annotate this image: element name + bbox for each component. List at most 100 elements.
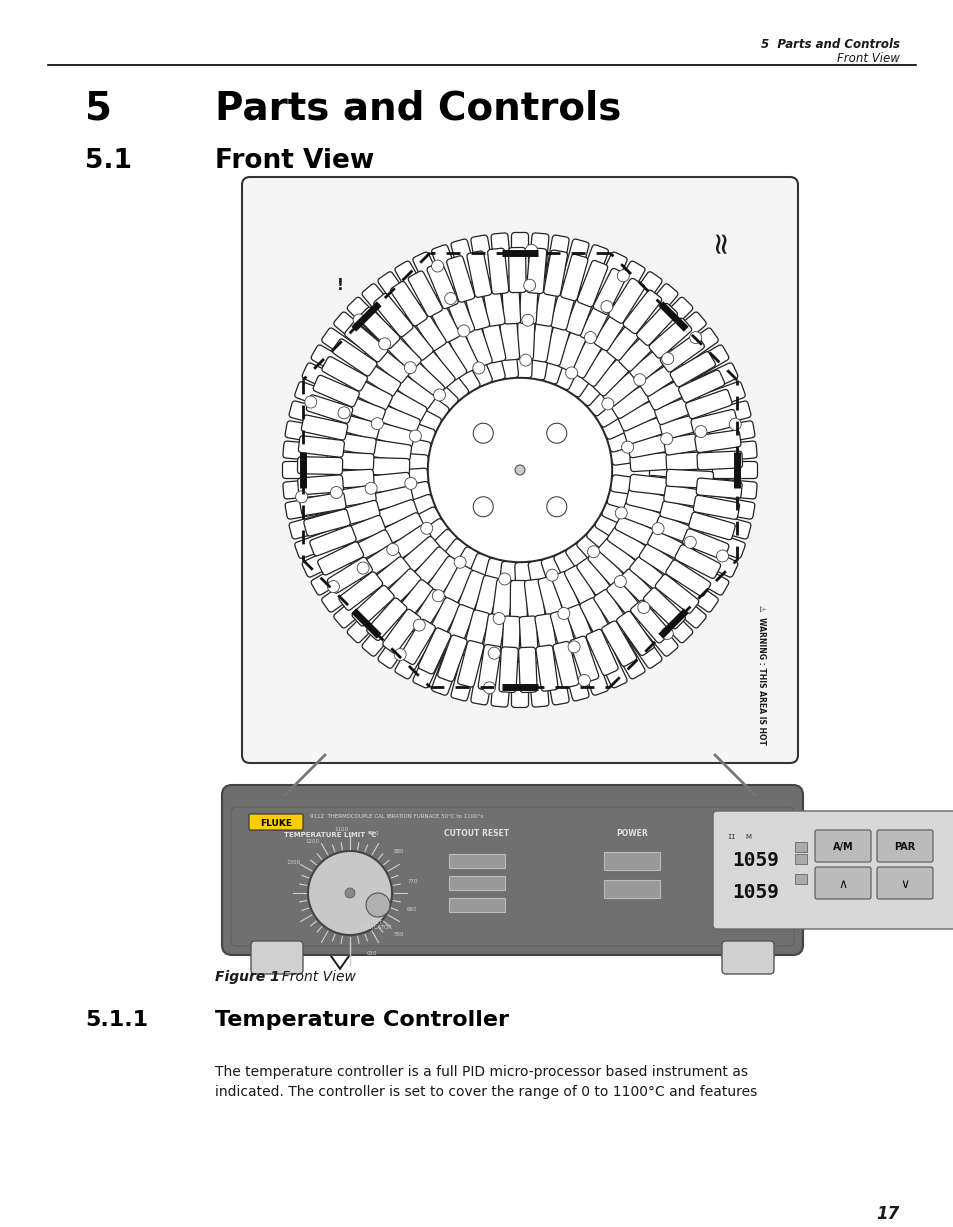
Text: ∨: ∨ (900, 877, 908, 891)
Text: ⚠  WARNING : THIS AREA IS HOT: ⚠ WARNING : THIS AREA IS HOT (757, 605, 765, 745)
Text: SET
INDICATOR: SET INDICATOR (363, 919, 393, 930)
FancyBboxPatch shape (628, 375, 676, 411)
FancyBboxPatch shape (814, 829, 870, 863)
FancyBboxPatch shape (473, 575, 499, 622)
FancyBboxPatch shape (282, 461, 327, 479)
FancyBboxPatch shape (459, 266, 487, 315)
FancyBboxPatch shape (683, 345, 728, 380)
FancyBboxPatch shape (663, 530, 712, 563)
FancyBboxPatch shape (540, 556, 569, 602)
Bar (603, 852, 659, 870)
FancyBboxPatch shape (350, 409, 398, 437)
FancyBboxPatch shape (609, 633, 644, 679)
FancyBboxPatch shape (667, 385, 715, 416)
FancyBboxPatch shape (639, 358, 685, 396)
FancyBboxPatch shape (328, 432, 375, 455)
FancyBboxPatch shape (375, 310, 416, 355)
FancyBboxPatch shape (629, 557, 674, 598)
Text: !: ! (336, 277, 343, 292)
FancyBboxPatch shape (530, 315, 553, 362)
FancyBboxPatch shape (333, 339, 376, 375)
FancyBboxPatch shape (354, 358, 400, 396)
FancyBboxPatch shape (627, 434, 673, 458)
FancyBboxPatch shape (398, 601, 436, 648)
FancyBboxPatch shape (423, 280, 456, 326)
FancyBboxPatch shape (711, 442, 757, 461)
FancyBboxPatch shape (586, 524, 629, 563)
FancyBboxPatch shape (391, 372, 435, 410)
FancyBboxPatch shape (457, 640, 483, 687)
FancyBboxPatch shape (577, 260, 607, 307)
FancyBboxPatch shape (510, 580, 527, 626)
Circle shape (444, 292, 456, 304)
Circle shape (600, 301, 612, 313)
FancyBboxPatch shape (601, 501, 647, 533)
FancyBboxPatch shape (616, 611, 654, 655)
FancyBboxPatch shape (645, 490, 693, 514)
FancyBboxPatch shape (371, 499, 417, 529)
FancyBboxPatch shape (382, 469, 428, 488)
FancyBboxPatch shape (565, 287, 596, 335)
FancyBboxPatch shape (364, 458, 409, 476)
FancyBboxPatch shape (367, 486, 413, 512)
FancyBboxPatch shape (344, 530, 392, 564)
Circle shape (356, 562, 369, 574)
FancyBboxPatch shape (451, 623, 479, 671)
FancyBboxPatch shape (302, 363, 348, 395)
FancyBboxPatch shape (425, 314, 461, 361)
FancyBboxPatch shape (610, 443, 657, 465)
FancyBboxPatch shape (511, 600, 528, 647)
FancyBboxPatch shape (639, 544, 685, 582)
Text: 990: 990 (369, 831, 379, 836)
FancyBboxPatch shape (343, 475, 392, 497)
FancyBboxPatch shape (343, 461, 390, 479)
Text: TEMPERATURE LIMIT °C: TEMPERATURE LIMIT °C (284, 832, 376, 838)
FancyBboxPatch shape (682, 529, 728, 560)
FancyBboxPatch shape (673, 574, 718, 612)
FancyBboxPatch shape (384, 481, 430, 507)
FancyBboxPatch shape (578, 579, 614, 626)
Circle shape (689, 331, 701, 344)
FancyBboxPatch shape (369, 580, 411, 623)
FancyBboxPatch shape (577, 363, 617, 406)
FancyBboxPatch shape (368, 421, 415, 448)
FancyBboxPatch shape (476, 595, 500, 644)
FancyBboxPatch shape (533, 263, 555, 310)
FancyBboxPatch shape (478, 558, 505, 605)
FancyBboxPatch shape (611, 347, 655, 389)
Circle shape (652, 523, 663, 535)
Text: indicated. The controller is set to cover the range of 0 to 1100°C and features: indicated. The controller is set to cove… (214, 1085, 757, 1099)
FancyBboxPatch shape (310, 526, 355, 556)
FancyBboxPatch shape (638, 614, 678, 656)
FancyBboxPatch shape (457, 301, 487, 348)
FancyBboxPatch shape (389, 494, 435, 524)
Circle shape (432, 590, 444, 601)
FancyBboxPatch shape (647, 530, 695, 564)
FancyBboxPatch shape (441, 585, 474, 633)
FancyBboxPatch shape (535, 279, 558, 326)
FancyBboxPatch shape (321, 574, 366, 612)
FancyBboxPatch shape (344, 375, 392, 410)
FancyBboxPatch shape (378, 329, 420, 372)
FancyBboxPatch shape (511, 232, 528, 277)
FancyBboxPatch shape (298, 436, 344, 458)
FancyBboxPatch shape (480, 317, 505, 363)
FancyBboxPatch shape (876, 829, 932, 863)
Bar (794, 854, 806, 864)
Circle shape (498, 573, 510, 585)
FancyBboxPatch shape (451, 239, 477, 286)
FancyBboxPatch shape (609, 261, 644, 307)
FancyBboxPatch shape (326, 470, 374, 488)
FancyBboxPatch shape (678, 371, 724, 402)
FancyBboxPatch shape (620, 361, 666, 400)
FancyBboxPatch shape (463, 320, 492, 367)
FancyBboxPatch shape (552, 591, 581, 639)
Circle shape (493, 612, 504, 625)
FancyBboxPatch shape (439, 564, 474, 610)
FancyBboxPatch shape (517, 261, 535, 309)
Text: 1059: 1059 (731, 882, 779, 902)
FancyBboxPatch shape (314, 497, 363, 523)
FancyBboxPatch shape (334, 312, 376, 352)
FancyBboxPatch shape (347, 601, 388, 643)
FancyBboxPatch shape (470, 627, 495, 675)
